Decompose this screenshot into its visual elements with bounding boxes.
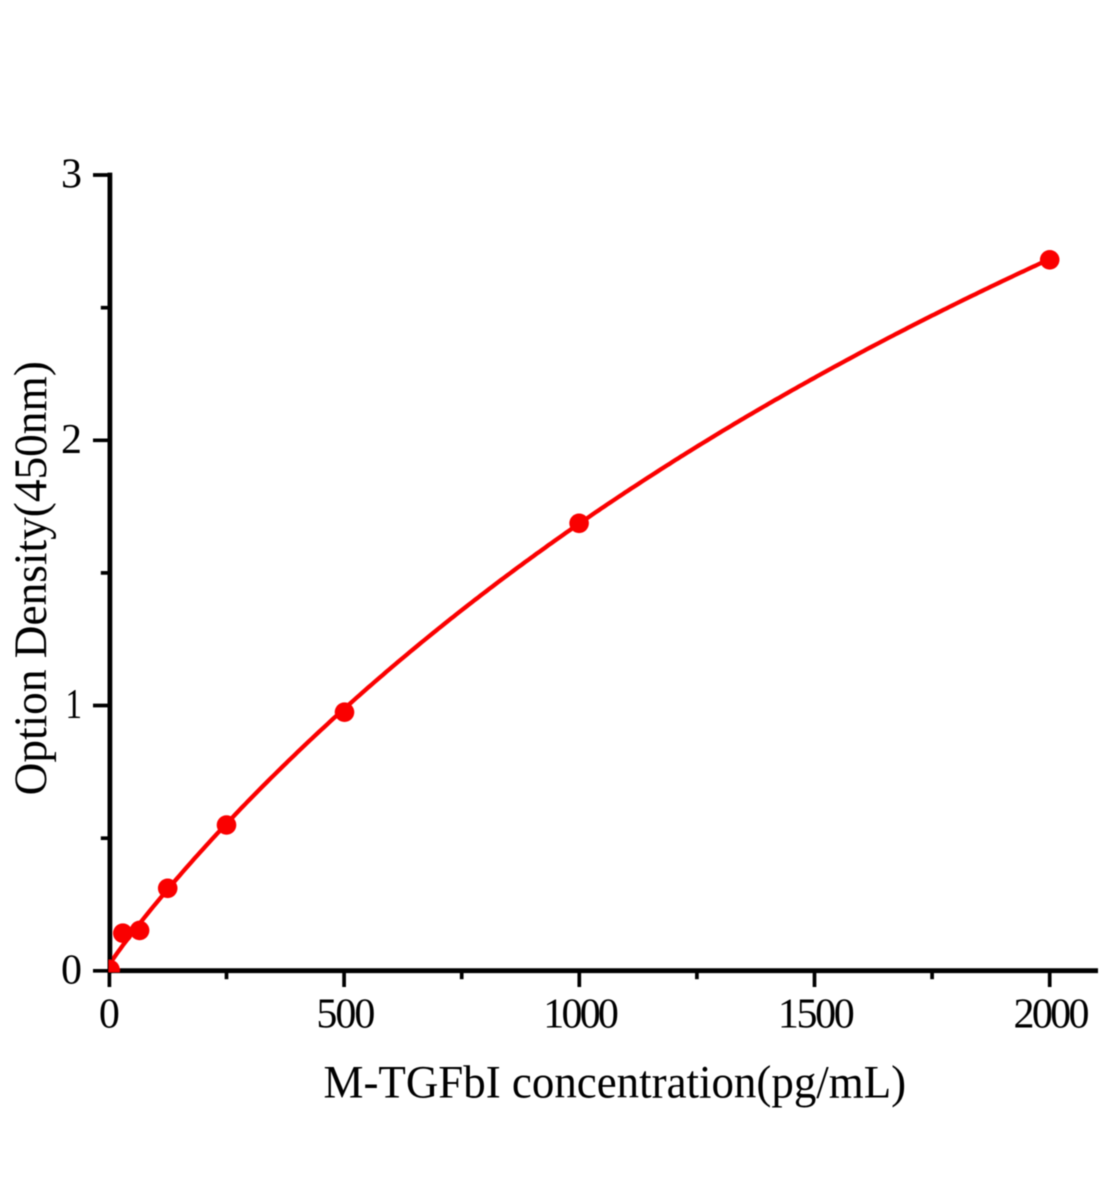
svg-text:1500: 1500	[778, 992, 855, 1038]
svg-text:0: 0	[61, 947, 82, 993]
svg-text:1000: 1000	[543, 992, 619, 1038]
svg-text:0: 0	[99, 992, 120, 1038]
svg-text:500: 500	[316, 992, 375, 1038]
svg-text:2: 2	[61, 417, 82, 463]
svg-text:Option Density(450nm): Option Density(450nm)	[5, 361, 57, 795]
svg-text:3: 3	[61, 152, 82, 198]
svg-text:2000: 2000	[1013, 992, 1089, 1038]
svg-text:M-TGFbI concentration(pg/mL): M-TGFbI concentration(pg/mL)	[324, 1056, 907, 1108]
svg-text:1: 1	[66, 682, 83, 728]
